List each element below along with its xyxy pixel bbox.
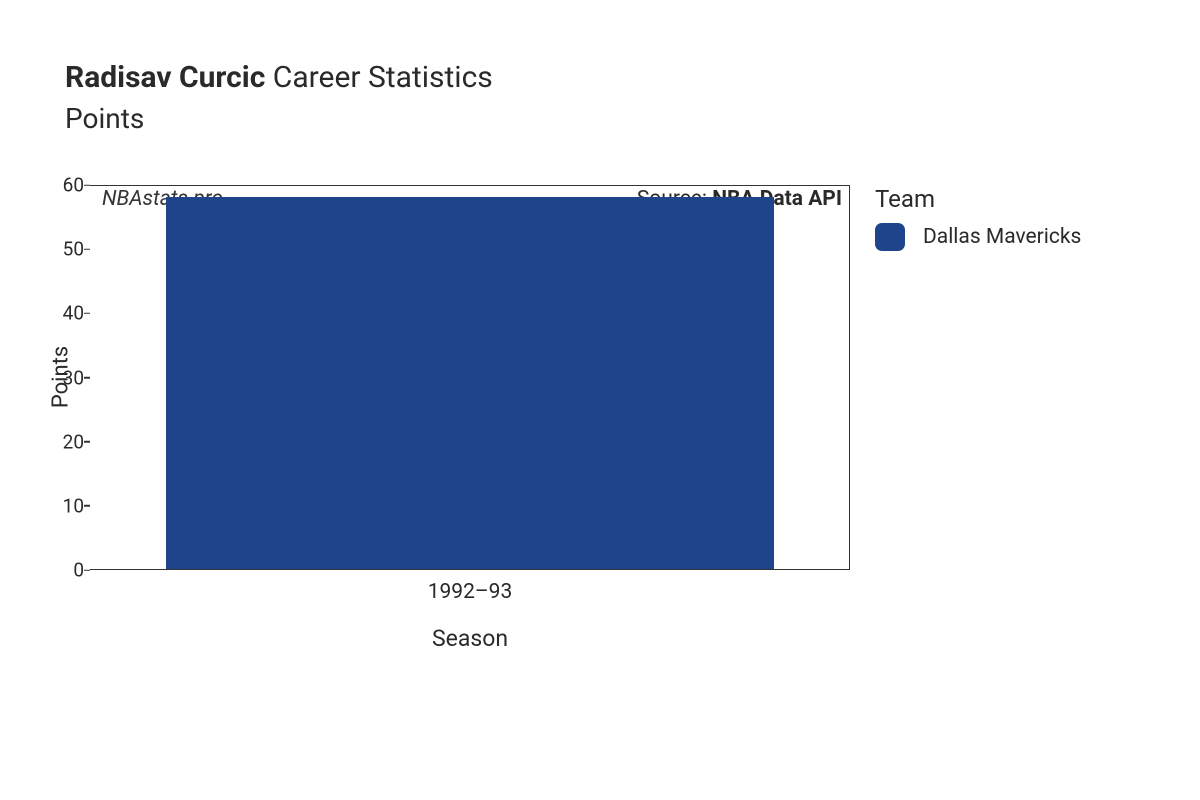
x-axis-label: Season: [432, 625, 508, 652]
chart-subtitle: Points: [65, 102, 493, 135]
legend: Team Dallas Mavericks: [875, 185, 1081, 251]
legend-swatch: [875, 223, 905, 251]
title-suffix: Career Statistics: [273, 60, 493, 95]
y-tick-label: 60: [52, 174, 84, 197]
x-tick-label: 1992–93: [428, 580, 513, 604]
chart-title: Radisav Curcic Career Statistics: [65, 60, 493, 96]
chart-title-block: Radisav Curcic Career Statistics Points: [65, 60, 493, 135]
player-name: Radisav Curcic: [65, 60, 265, 95]
chart-plot-area: NBAstats.pro Source: NBA Data API Season…: [90, 185, 850, 570]
y-tick-label: 40: [52, 302, 84, 325]
legend-item: Dallas Mavericks: [875, 223, 1081, 251]
legend-title: Team: [875, 185, 1081, 213]
legend-item-label: Dallas Mavericks: [923, 225, 1081, 249]
y-tick-label: 10: [52, 494, 84, 517]
y-axis-label: Points: [49, 346, 74, 408]
bar: [166, 197, 774, 569]
y-tick-label: 50: [52, 238, 84, 261]
y-tick-label: 0: [52, 559, 84, 582]
y-tick-label: 20: [52, 430, 84, 453]
